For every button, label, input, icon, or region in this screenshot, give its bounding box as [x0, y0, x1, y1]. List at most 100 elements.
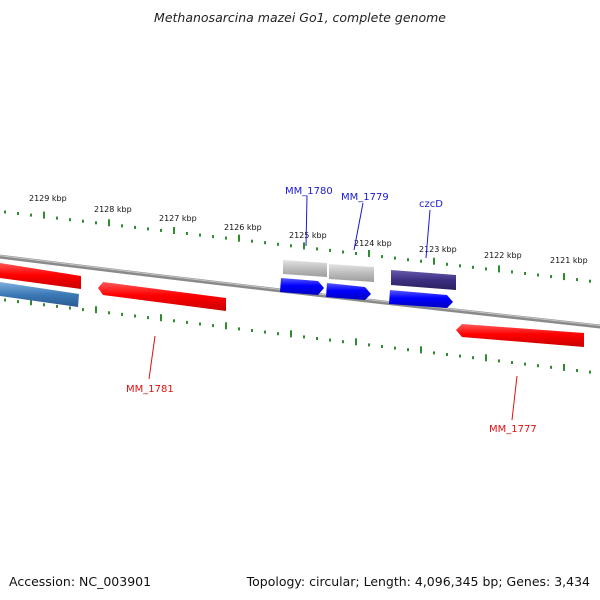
- upper-minor-tick: [147, 227, 149, 231]
- upper-minor-tick: [95, 221, 97, 225]
- upper-minor-tick: [251, 239, 253, 243]
- label-mm1780[interactable]: MM_1780: [285, 186, 333, 197]
- upper-feature-row: [283, 260, 456, 290]
- lower-major-tick: [95, 306, 97, 314]
- lower-minor-tick: [316, 337, 318, 340]
- lower-minor-tick: [368, 343, 370, 347]
- tick-label-2129: 2129 kbp: [29, 194, 67, 203]
- upper-minor-tick: [537, 273, 539, 277]
- lower-minor-tick: [212, 324, 214, 328]
- upper-major-tick: [108, 219, 110, 227]
- forward-strand-genes: [280, 278, 453, 308]
- tick-label-2123: 2123 kbp: [419, 245, 457, 254]
- upper-minor-tick: [576, 278, 578, 282]
- ruler-ticks-lower: [4, 298, 591, 374]
- lower-minor-tick: [537, 364, 539, 368]
- upper-minor-tick: [381, 255, 383, 259]
- leader-mm1779: [353, 202, 364, 251]
- tick-label-2128: 2128 kbp: [94, 205, 132, 214]
- upper-minor-tick: [550, 275, 552, 279]
- lower-minor-tick: [511, 361, 513, 364]
- lower-minor-tick: [576, 369, 578, 372]
- upper-major-tick: [368, 250, 370, 257]
- lower-minor-tick: [264, 330, 266, 334]
- upper-minor-tick: [524, 272, 526, 275]
- upper-minor-tick: [407, 258, 409, 262]
- upper-minor-tick: [121, 224, 123, 228]
- label-mm1777[interactable]: MM_1777: [489, 424, 537, 435]
- lower-minor-tick: [238, 327, 240, 331]
- ruler-ticks-upper: [4, 210, 591, 283]
- gene-mm1781-arrow[interactable]: [98, 282, 226, 311]
- upper-major-tick: [43, 211, 45, 219]
- lower-minor-tick: [329, 338, 331, 342]
- label-czcd[interactable]: czcD: [419, 199, 443, 210]
- tick-label-2126: 2126 kbp: [224, 223, 262, 232]
- label-mm1781[interactable]: MM_1781: [126, 384, 174, 395]
- tick-label-2125: 2125 kbp: [289, 231, 327, 240]
- upper-major-tick: [173, 227, 175, 234]
- gene-left-steel-feature[interactable]: [0, 282, 79, 307]
- lower-minor-tick: [589, 370, 591, 374]
- gene-czcd-feature[interactable]: [391, 270, 456, 290]
- upper-minor-tick: [459, 264, 461, 268]
- lower-major-tick: [485, 354, 487, 362]
- lower-minor-tick: [433, 351, 435, 355]
- upper-minor-tick: [30, 213, 32, 217]
- upper-major-tick: [498, 265, 500, 273]
- upper-minor-tick: [511, 270, 513, 274]
- tick-label-2121: 2121 kbp: [550, 256, 588, 265]
- upper-minor-tick: [472, 265, 474, 269]
- upper-minor-tick: [199, 233, 201, 237]
- upper-minor-tick: [589, 279, 591, 283]
- lower-minor-tick: [446, 353, 448, 356]
- lower-minor-tick: [342, 340, 344, 344]
- lower-minor-tick: [4, 298, 6, 302]
- gene-labels: MM_1780 MM_1779 czcD MM_1781 MM_1777: [126, 186, 537, 435]
- upper-minor-tick: [420, 259, 422, 263]
- upper-minor-tick: [316, 247, 318, 251]
- lower-minor-tick: [277, 332, 279, 336]
- leader-mm1780: [305, 195, 308, 247]
- gene-mm1780-arrow[interactable]: [280, 278, 324, 295]
- upper-minor-tick: [264, 241, 266, 245]
- gene-czcd-arrow[interactable]: [389, 290, 453, 308]
- gene-mm1779-arrow[interactable]: [326, 283, 371, 300]
- lower-major-tick: [290, 330, 292, 338]
- map-title: Methanosarcina mazei Go1, complete genom…: [154, 10, 446, 25]
- lower-minor-tick: [524, 362, 526, 366]
- upper-major-tick: [433, 257, 435, 265]
- lower-minor-tick: [121, 312, 123, 316]
- gene-mm1779-feature[interactable]: [329, 264, 374, 282]
- gene-left-edge-arrow[interactable]: [0, 263, 81, 289]
- upper-minor-tick: [446, 262, 448, 266]
- lower-minor-tick: [108, 311, 110, 315]
- upper-minor-tick: [160, 228, 162, 232]
- lower-major-tick: [30, 298, 32, 306]
- upper-minor-tick: [56, 216, 58, 220]
- upper-minor-tick: [394, 256, 396, 260]
- label-mm1779[interactable]: MM_1779: [341, 192, 389, 203]
- upper-minor-tick: [485, 267, 487, 271]
- lower-major-tick: [355, 338, 357, 346]
- lower-major-tick: [160, 314, 162, 322]
- lower-minor-tick: [550, 365, 552, 369]
- lower-minor-tick: [69, 306, 71, 310]
- lower-minor-tick: [43, 303, 45, 307]
- upper-minor-tick: [355, 252, 357, 255]
- leader-mm1781: [148, 335, 156, 380]
- lower-minor-tick: [17, 300, 19, 304]
- lower-minor-tick: [56, 304, 58, 308]
- lower-minor-tick: [82, 308, 84, 312]
- tick-label-2122: 2122 kbp: [484, 251, 522, 260]
- lower-minor-tick: [134, 314, 136, 318]
- gene-mm1780-feature[interactable]: [283, 260, 327, 277]
- accession-label: Accession: NC_003901: [9, 574, 151, 589]
- upper-minor-tick: [69, 218, 71, 222]
- lower-minor-tick: [459, 354, 461, 358]
- upper-minor-tick: [17, 212, 19, 215]
- gene-mm1777-arrow[interactable]: [456, 324, 584, 347]
- lower-minor-tick: [173, 319, 175, 323]
- tick-label-2124: 2124 kbp: [354, 239, 392, 248]
